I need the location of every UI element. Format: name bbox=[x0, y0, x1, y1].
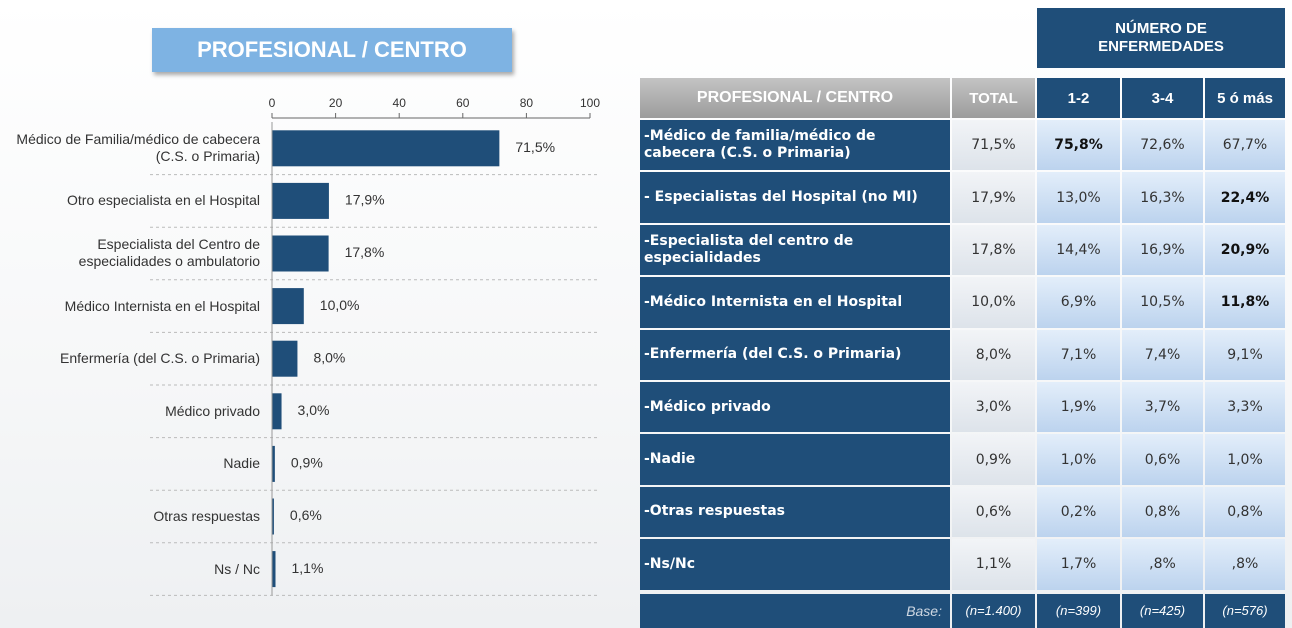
bar bbox=[272, 340, 298, 377]
bar bbox=[272, 445, 275, 482]
bar bbox=[272, 130, 500, 167]
table-cell: 67,7% bbox=[1205, 120, 1285, 171]
chart-title: PROFESIONAL / CENTRO bbox=[152, 28, 512, 72]
bar bbox=[272, 182, 329, 219]
table-cell: 20,9% bbox=[1205, 224, 1285, 276]
base-label: Base: bbox=[640, 593, 950, 628]
row-label: -Especialista del centro de especialidad… bbox=[640, 224, 950, 276]
table-cell: 17,9% bbox=[952, 172, 1035, 223]
table-cell: 0,6% bbox=[1122, 434, 1203, 485]
base-cell: (n=399) bbox=[1037, 593, 1120, 628]
table-cell: 75,8% bbox=[1037, 120, 1120, 171]
column-header: PROFESIONAL / CENTRO bbox=[640, 78, 950, 118]
value-label: 71,5% bbox=[515, 139, 555, 155]
value-label: 10,0% bbox=[320, 297, 360, 313]
table-cell: 1,9% bbox=[1037, 382, 1120, 433]
table-cell: 0,6% bbox=[952, 486, 1035, 538]
table-cell: 0,8% bbox=[1205, 486, 1285, 538]
table-cell: 0,8% bbox=[1122, 486, 1203, 538]
table-cell: 1,7% bbox=[1037, 539, 1120, 590]
bar bbox=[272, 551, 276, 588]
table-cell: 9,1% bbox=[1205, 329, 1285, 380]
y-tick-label: Otras respuestas bbox=[153, 507, 260, 524]
value-label: 3,0% bbox=[298, 402, 330, 418]
table-cell: 11,8% bbox=[1205, 277, 1285, 328]
table-cell: 13,0% bbox=[1037, 172, 1120, 223]
x-tick-label: 80 bbox=[520, 96, 534, 110]
y-tick-label: Nadie bbox=[223, 455, 260, 472]
value-label: 0,6% bbox=[290, 507, 322, 523]
value-label: 1,1% bbox=[291, 560, 323, 576]
table-cell: 3,0% bbox=[952, 382, 1035, 433]
x-tick-label: 100 bbox=[580, 96, 600, 110]
value-label: 8,0% bbox=[313, 349, 345, 365]
x-tick-label: 0 bbox=[269, 96, 276, 110]
table-cell: 1,0% bbox=[1205, 434, 1285, 485]
table-cell: 14,4% bbox=[1037, 224, 1120, 276]
x-tick-label: 60 bbox=[456, 96, 470, 110]
y-tick-label: Otro especialista en el Hospital bbox=[67, 192, 260, 209]
table-cell: 16,3% bbox=[1122, 172, 1203, 223]
row-label: -Enfermería (del C.S. o Primaria) bbox=[640, 329, 950, 380]
y-tick-label: Médico privado bbox=[165, 402, 260, 419]
table-cell: 8,0% bbox=[952, 329, 1035, 380]
column-header: 1-2 bbox=[1037, 78, 1120, 118]
table-cell: 3,3% bbox=[1205, 382, 1285, 433]
base-cell: (n=576) bbox=[1205, 593, 1285, 628]
value-label: 0,9% bbox=[291, 455, 323, 471]
table-cell: 3,7% bbox=[1122, 382, 1203, 433]
table-cell: 16,9% bbox=[1122, 224, 1203, 276]
bar bbox=[272, 393, 282, 430]
table-cell: 6,9% bbox=[1037, 277, 1120, 328]
table-cell: 1,0% bbox=[1037, 434, 1120, 485]
table-cell: 71,5% bbox=[952, 120, 1035, 171]
y-tick-label: Médico Internista en el Hospital bbox=[64, 297, 260, 314]
table-cell: 7,4% bbox=[1122, 329, 1203, 380]
chart: 0 20 40 60 80 100 71,5% 17,9% 17,8% 10,0% 8,0% 3,0%… bbox=[150, 96, 600, 596]
y-tick-label: Médico de Familia/médico de cabecera (C.… bbox=[16, 131, 260, 165]
bar bbox=[272, 498, 274, 535]
column-header: 5 ó más bbox=[1205, 78, 1285, 118]
column-header: TOTAL bbox=[952, 78, 1035, 118]
bar bbox=[272, 235, 329, 272]
row-label: -Médico Internista en el Hospital bbox=[640, 277, 950, 328]
y-tick-label: Enfermería (del C.S. o Primaria) bbox=[60, 350, 260, 367]
row-label: - Especialistas del Hospital (no MI) bbox=[640, 172, 950, 223]
value-label: 17,8% bbox=[345, 244, 385, 260]
table-cell: 7,1% bbox=[1037, 329, 1120, 380]
y-tick-label: Especialista del Centro de especialidade… bbox=[78, 236, 260, 270]
row-label: -Médico privado bbox=[640, 382, 950, 433]
table-cell: 0,9% bbox=[952, 434, 1035, 485]
row-label: -Nadie bbox=[640, 434, 950, 485]
table-cell: 10,0% bbox=[952, 277, 1035, 328]
row-label: -Otras respuestas bbox=[640, 486, 950, 538]
base-cell: (n=1.400) bbox=[952, 593, 1035, 628]
table-cell: 0,2% bbox=[1037, 486, 1120, 538]
table-cell: 17,8% bbox=[952, 224, 1035, 276]
row-label: -Ns/Nc bbox=[640, 539, 950, 590]
value-label: 17,9% bbox=[345, 192, 385, 208]
row-label: -Médico de familia/médico de cabecera (C… bbox=[640, 120, 950, 171]
table-cell: ,8% bbox=[1122, 539, 1203, 590]
group-header: NÚMERO DE ENFERMEDADES bbox=[1037, 8, 1285, 68]
x-tick-label: 40 bbox=[393, 96, 407, 110]
base-cell: (n=425) bbox=[1122, 593, 1203, 628]
table-cell: 10,5% bbox=[1122, 277, 1203, 328]
table-cell: 1,1% bbox=[952, 539, 1035, 590]
column-header: 3-4 bbox=[1122, 78, 1203, 118]
x-tick-label: 20 bbox=[329, 96, 343, 110]
bar bbox=[272, 288, 304, 325]
table-cell: 72,6% bbox=[1122, 120, 1203, 171]
y-tick-label: Ns / Nc bbox=[214, 560, 260, 577]
table-cell: ,8% bbox=[1205, 539, 1285, 590]
table-cell: 22,4% bbox=[1205, 172, 1285, 223]
